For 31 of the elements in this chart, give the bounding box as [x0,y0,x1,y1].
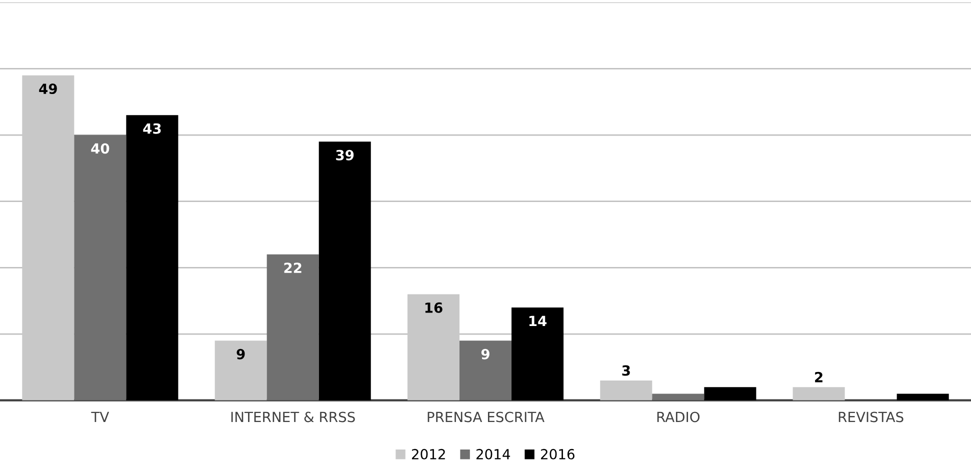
bar [512,307,564,400]
bar [896,394,949,400]
bar [792,387,845,400]
bar [266,254,319,400]
bar [214,340,267,400]
x-tick-label: RADIO [657,412,700,422]
data-label: 2 [815,372,822,382]
bar [74,135,126,400]
x-tick-label: INTERNET & RRSS [231,412,355,422]
bar [459,340,512,400]
data-label: 9 [481,348,490,360]
x-tick-label: REVISTAS [838,412,904,422]
legend-label: 2012 [412,448,445,460]
data-label: 39 [336,150,354,160]
bar [126,115,178,400]
data-label: 3 [622,365,630,376]
data-label: 14 [529,316,547,326]
data-label: 22 [284,262,302,273]
bar [600,380,652,400]
data-label: 9 [236,348,245,360]
data-label: 43 [143,123,161,134]
bar [704,387,756,400]
data-label: 49 [39,84,57,94]
bar [652,394,704,400]
x-tick-label: TV [91,412,110,422]
legend-label: 2016 [540,448,574,460]
data-label: 16 [425,302,442,313]
legend-label: 2014 [476,448,510,460]
x-tick-label: PRENSA ESCRITA [428,412,544,422]
data-label: 40 [91,143,110,154]
bar [318,142,371,400]
